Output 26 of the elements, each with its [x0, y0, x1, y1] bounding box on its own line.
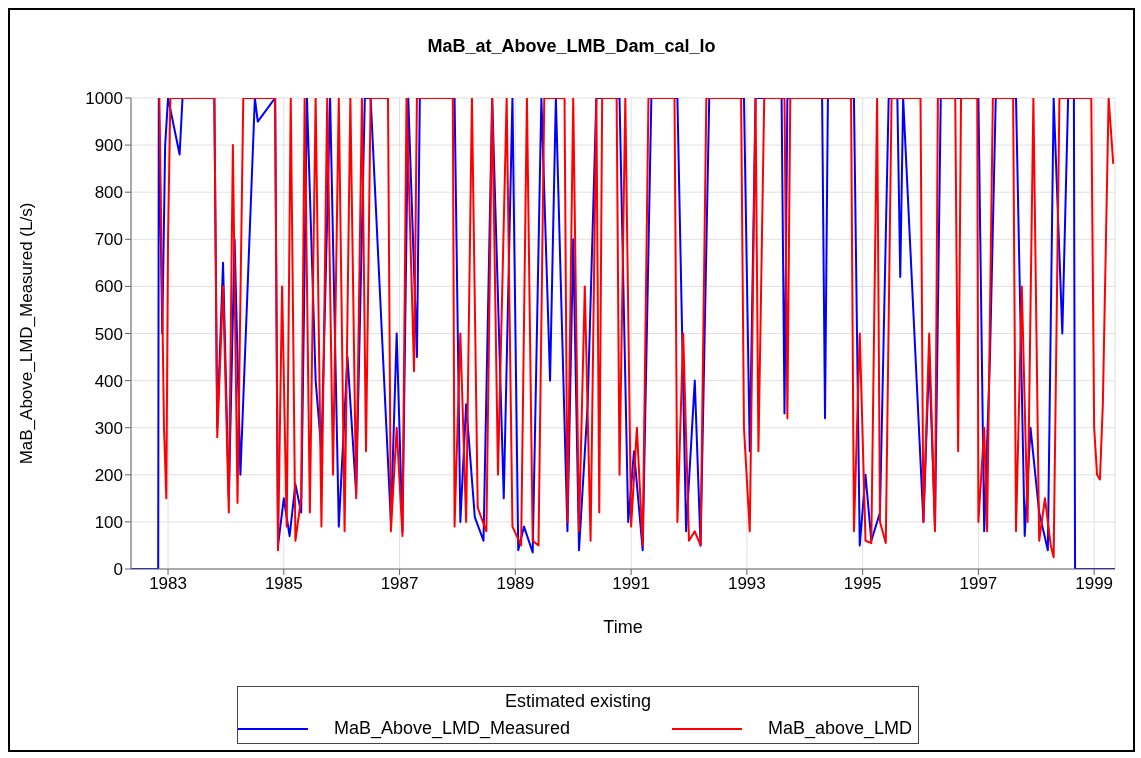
y-tick-label: 0: [113, 560, 123, 580]
x-tick-label: 1985: [264, 574, 303, 594]
x-tick-label: 1993: [727, 574, 766, 594]
y-tick-label: 600: [94, 277, 123, 297]
legend-title: Estimated existing: [503, 690, 653, 713]
y-tick-label: 200: [94, 465, 123, 485]
x-tick-label: 1997: [959, 574, 998, 594]
y-tick-label: 900: [94, 136, 123, 156]
x-tick-label: 1987: [380, 574, 419, 594]
x-tick-label: 1989: [496, 574, 535, 594]
x-tick-label: 1995: [843, 574, 882, 594]
x-tick-label: 1983: [149, 574, 187, 594]
y-tick-label: 500: [94, 324, 123, 344]
y-axis-title: MaB_Above_LMD_Measured (L/s): [17, 202, 37, 465]
x-tick-label: 1999: [1075, 574, 1114, 594]
x-axis-title: Time: [603, 617, 643, 637]
legend-label: MaB_Above_LMD_Measured: [334, 718, 571, 739]
x-tick-label: 1991: [612, 574, 651, 594]
y-tick-label: 800: [94, 183, 123, 203]
chart-title: MaB_at_Above_LMB_Dam_cal_lo: [426, 36, 717, 57]
legend-label: MaB_above_LMD: [767, 718, 912, 739]
y-tick-label: 400: [94, 371, 123, 391]
y-tick-label: 300: [94, 418, 123, 438]
y-tick-label: 700: [94, 230, 123, 250]
y-tick-label: 100: [94, 512, 123, 532]
y-tick-label: 1000: [85, 89, 123, 109]
